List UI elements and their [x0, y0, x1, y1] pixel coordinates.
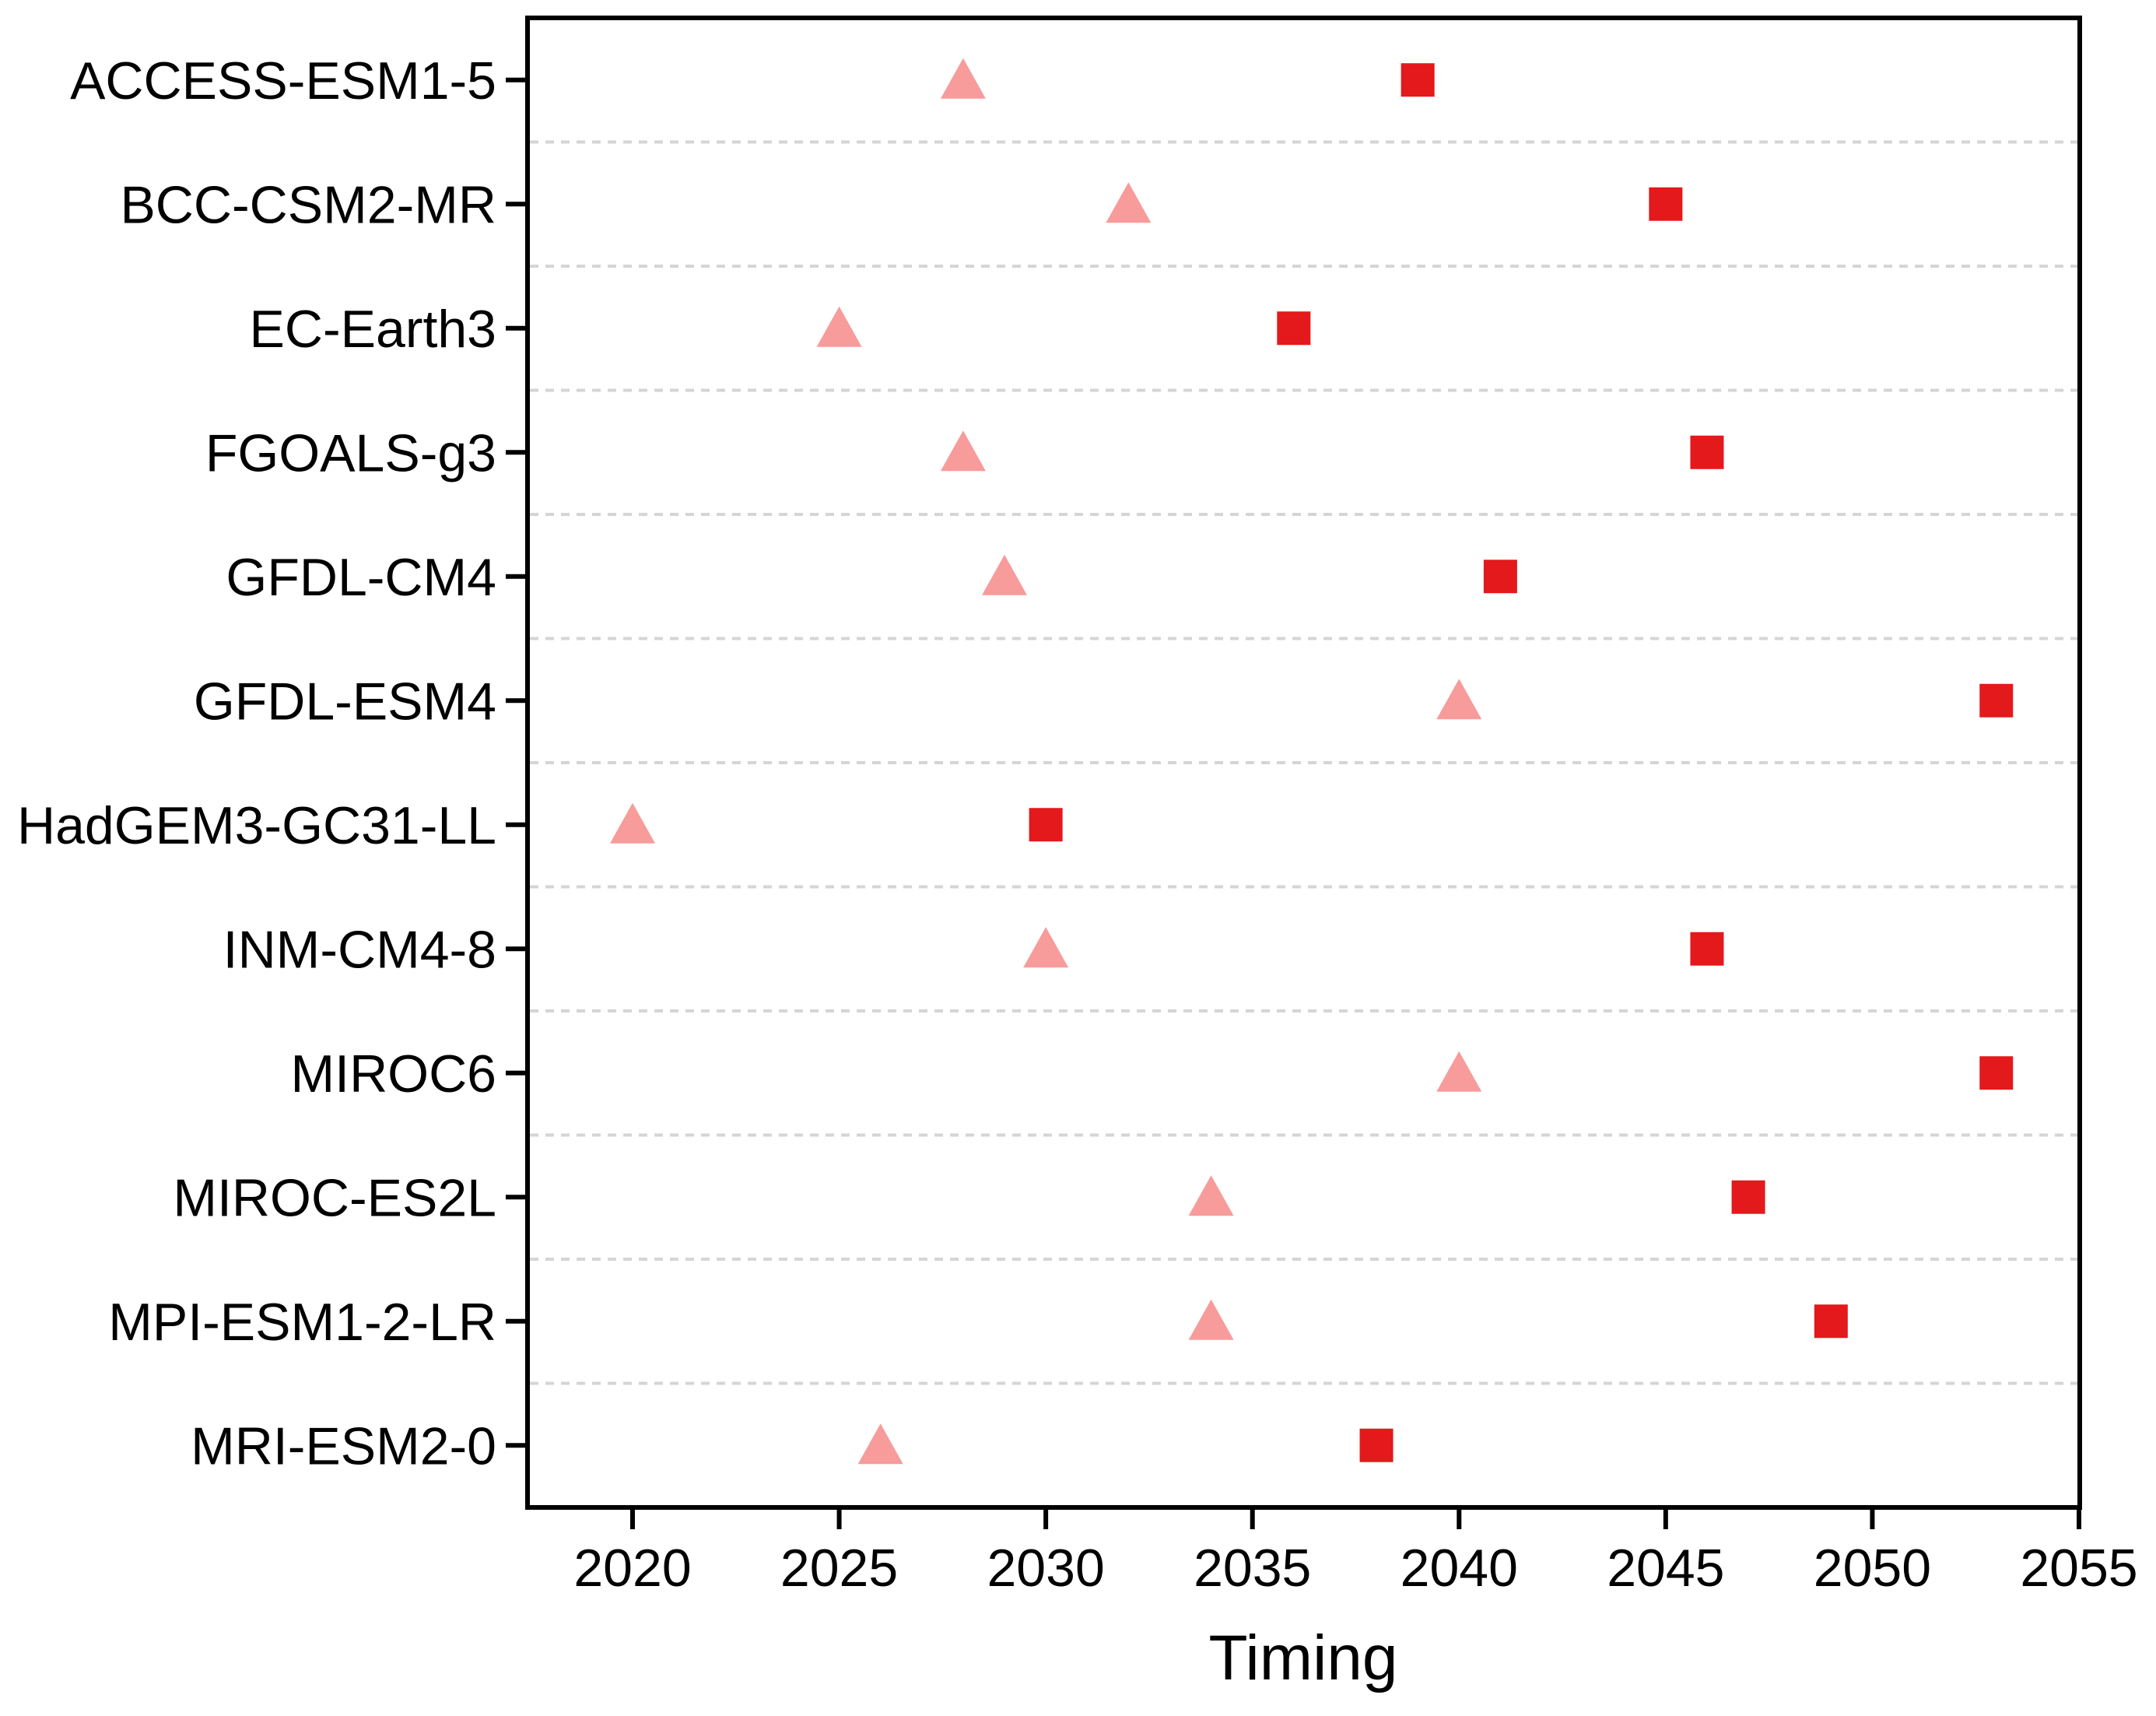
- triangle-marker: [940, 58, 986, 99]
- y-axis-label: MIROC-ES2L: [173, 1168, 496, 1227]
- markers-group: [610, 58, 2014, 1465]
- y-axis-label: MPI-ESM1-2-LR: [108, 1293, 496, 1352]
- square-marker: [1690, 435, 1724, 469]
- y-axis-label: FGOALS-g3: [205, 423, 496, 483]
- x-tick-label: 2050: [1814, 1539, 1931, 1598]
- y-axis-label: ACCESS-ESM1-5: [70, 51, 496, 111]
- triangle-marker: [816, 306, 862, 347]
- y-axis-label: BCC-CSM2-MR: [120, 175, 496, 234]
- square-marker: [1277, 311, 1311, 346]
- y-axis-label: EC-Earth3: [250, 300, 496, 359]
- square-marker: [1359, 1428, 1394, 1462]
- square-marker: [1401, 63, 1435, 97]
- x-tick-label: 2040: [1401, 1539, 1518, 1598]
- y-axis-label: GFDL-ESM4: [194, 672, 496, 731]
- y-axis-label: MRI-ESM2-0: [191, 1416, 496, 1476]
- x-axis-group: 2020 2025 2030 2035 2040 2045 2050 2055: [573, 1507, 2138, 1598]
- x-tick-label: 2030: [987, 1539, 1104, 1598]
- square-marker: [1649, 187, 1683, 221]
- y-axis-label: INM-CM4-8: [223, 920, 496, 979]
- square-marker: [1731, 1180, 1765, 1214]
- y-axis-label: MIROC6: [291, 1044, 496, 1104]
- x-tick-label: 2025: [780, 1539, 898, 1598]
- x-tick-label: 2055: [2020, 1539, 2137, 1598]
- square-marker: [1814, 1304, 1848, 1339]
- triangle-marker: [1188, 1299, 1234, 1340]
- y-axis-label: HadGEM3-GC31-LL: [17, 796, 496, 855]
- square-marker: [1029, 808, 1063, 842]
- triangle-marker: [1023, 927, 1069, 968]
- x-axis-title: Timing: [1209, 1623, 1398, 1693]
- triangle-marker: [982, 554, 1028, 595]
- square-marker: [1979, 1056, 2014, 1090]
- triangle-marker: [1436, 679, 1482, 720]
- x-tick-label: 2035: [1194, 1539, 1311, 1598]
- triangle-marker: [1106, 182, 1152, 223]
- y-axis-group: ACCESS-ESM1-5 BCC-CSM2-MR EC-Earth3 FGOALS-…: [17, 51, 528, 1476]
- triangle-marker: [610, 802, 655, 844]
- x-tick-label: 2020: [573, 1539, 691, 1598]
- triangle-marker: [1436, 1051, 1482, 1092]
- square-marker: [1483, 560, 1517, 594]
- triangle-marker: [1188, 1175, 1234, 1216]
- plot-frame: [525, 16, 2082, 1510]
- square-marker: [1979, 683, 2014, 718]
- triangle-marker: [857, 1423, 903, 1465]
- y-axis-label: GFDL-CM4: [226, 548, 496, 607]
- square-marker: [1690, 932, 1724, 966]
- triangle-marker: [940, 430, 986, 472]
- x-tick-label: 2045: [1607, 1539, 1724, 1598]
